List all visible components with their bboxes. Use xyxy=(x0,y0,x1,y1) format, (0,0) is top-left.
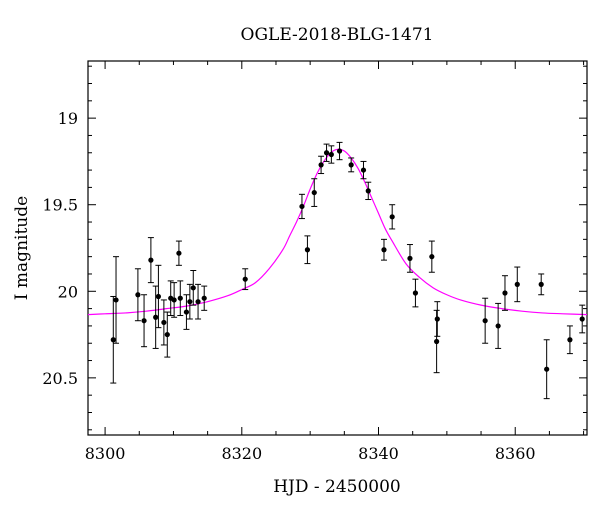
model-curve-group xyxy=(87,148,588,316)
data-point xyxy=(153,314,159,320)
data-point xyxy=(318,162,324,168)
data-point xyxy=(495,323,501,329)
data-point xyxy=(113,297,119,303)
data-point xyxy=(365,188,371,194)
data-point xyxy=(412,290,419,296)
y-tick-label: 20 xyxy=(58,282,78,301)
data-point xyxy=(299,203,305,210)
data-point xyxy=(164,331,170,338)
axis-ticks: 8300 8320 8340 8360 19 19.5 20 20.5 xyxy=(42,61,587,463)
data-point xyxy=(161,319,167,326)
data-point xyxy=(242,276,248,282)
data-point xyxy=(502,290,508,296)
data-point xyxy=(311,189,317,196)
y-tick-label: 19.5 xyxy=(42,196,78,215)
data-point xyxy=(141,318,147,324)
data-point xyxy=(434,316,440,322)
y-tick-label: 19 xyxy=(58,109,78,128)
data-point xyxy=(544,366,550,372)
y-tick-label: 20.5 xyxy=(42,369,78,388)
data-point xyxy=(389,214,395,220)
data-point xyxy=(171,297,177,303)
chart-title: OGLE-2018-BLG-1471 xyxy=(241,25,434,45)
x-tick-label: 8340 xyxy=(358,444,399,463)
x-tick-label: 8360 xyxy=(495,444,536,463)
data-point xyxy=(323,150,330,156)
data-point xyxy=(183,309,190,315)
data-point xyxy=(336,148,343,154)
data-point xyxy=(429,254,435,260)
model-curve xyxy=(87,148,588,316)
data-point xyxy=(110,337,116,343)
x-tick-label: 8320 xyxy=(221,444,262,463)
data-point xyxy=(135,292,141,298)
data-point xyxy=(514,281,520,287)
data-point xyxy=(434,338,440,345)
data-point xyxy=(148,257,154,263)
data-point xyxy=(155,293,162,300)
data-point xyxy=(201,295,207,301)
x-axis-label: HJD - 2450000 xyxy=(273,477,401,497)
data-point xyxy=(381,247,387,253)
y-axis-label: I magnitude xyxy=(12,196,32,300)
data-points-group xyxy=(110,141,586,400)
data-point xyxy=(177,295,183,301)
plot-frame xyxy=(87,60,588,436)
data-point xyxy=(328,151,334,158)
data-point xyxy=(187,299,193,305)
data-point xyxy=(538,281,544,287)
data-point xyxy=(482,318,488,324)
data-point xyxy=(304,247,311,253)
data-point xyxy=(360,167,367,173)
data-point xyxy=(407,255,413,261)
data-point xyxy=(190,285,196,291)
data-point xyxy=(567,337,573,343)
data-point xyxy=(176,250,182,256)
data-point xyxy=(195,299,201,305)
data-point xyxy=(348,162,354,168)
data-point xyxy=(579,316,585,322)
x-tick-label: 8300 xyxy=(85,444,126,463)
